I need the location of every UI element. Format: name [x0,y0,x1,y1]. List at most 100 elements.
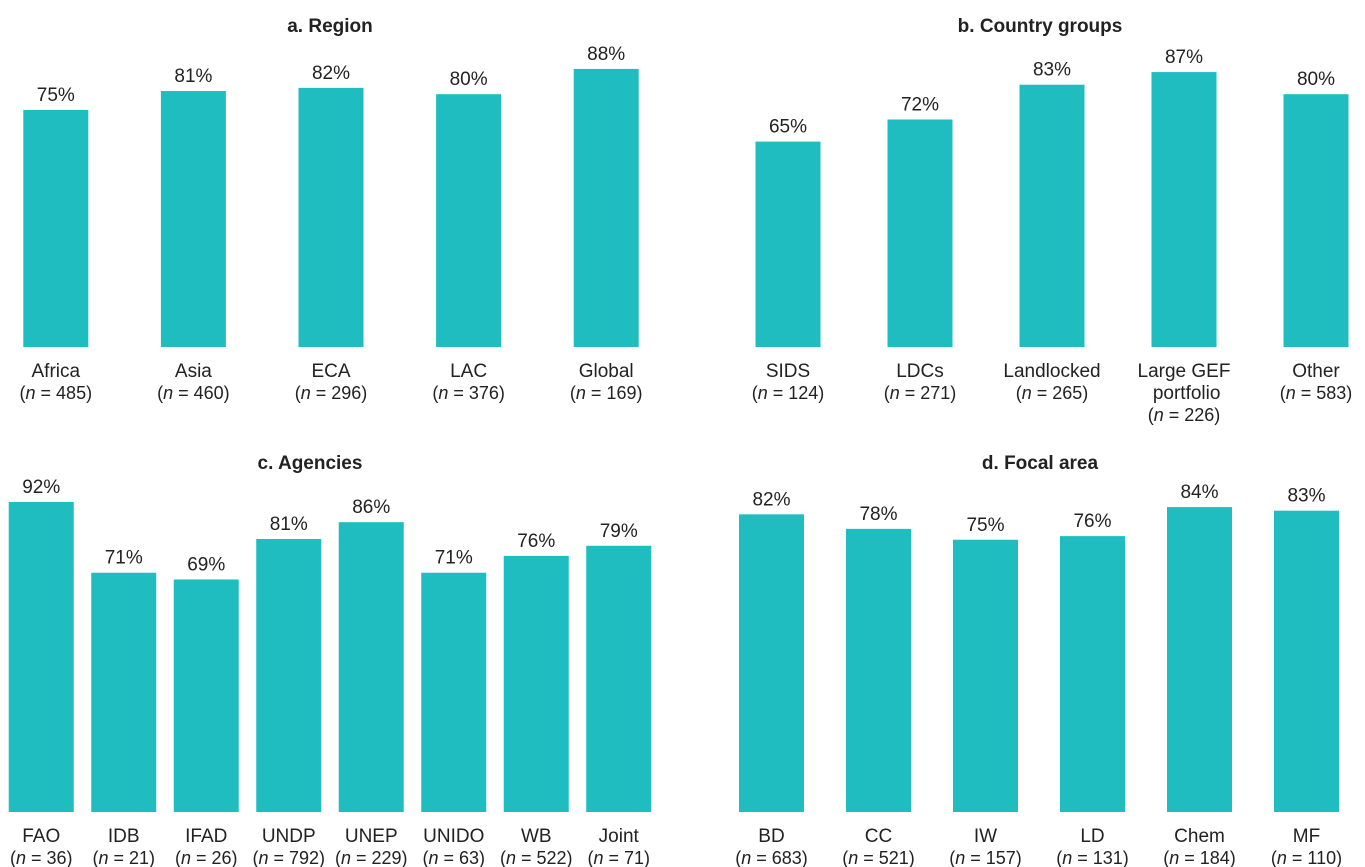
value-label: 76% [1073,511,1111,532]
sample-size: (n = 683) [735,848,808,867]
category-label: WB [521,826,552,847]
category-label: LDCs [896,361,944,382]
category-label: Large GEF portfolio [1138,361,1231,404]
value-label: 78% [859,504,897,525]
bar [1274,510,1339,812]
value-label: 87% [1165,47,1203,68]
value-label: 88% [587,44,625,65]
category-label: BD [758,826,784,847]
value-label: 71% [435,548,473,569]
value-label: 80% [1297,69,1335,90]
category-label: LAC [450,361,487,382]
category-label: CC [865,826,892,847]
category-label: IW [974,826,997,847]
value-label: 81% [270,514,308,535]
bar [8,501,74,812]
sample-size: (n = 26) [175,848,238,867]
category-label: Africa [32,361,81,382]
sample-size: (n = 485) [20,383,93,403]
value-label: 84% [1180,482,1218,503]
category-label: Global [579,361,634,382]
category-label: UNEP [345,826,398,847]
sample-size: (n = 376) [432,383,505,403]
value-label: 75% [37,85,75,106]
panel-title: b. Country groups [958,16,1123,37]
value-label: 92% [22,477,60,498]
sample-size: (n = 36) [10,848,73,867]
category-label: Chem [1174,826,1225,847]
category-label: IDB [108,826,140,847]
bar [1151,72,1217,347]
value-label: 76% [517,531,555,552]
bar [739,514,804,812]
value-label: 69% [187,554,225,575]
panel-title: a. Region [287,16,373,37]
value-label: 81% [174,66,212,87]
bar [91,572,157,812]
sample-size: (n = 583) [1280,383,1353,403]
bar [338,522,404,812]
value-label: 72% [901,94,939,115]
bar [953,539,1018,812]
bar [503,555,569,812]
sample-size: (n = 169) [570,383,643,403]
value-label: 86% [352,497,390,518]
value-label: 82% [312,63,350,84]
category-label: IFAD [185,826,227,847]
value-label: 75% [966,515,1004,536]
bar [421,572,487,812]
sample-size: (n = 521) [842,848,915,867]
panel-title: c. Agencies [258,453,363,474]
category-label: MF [1293,826,1320,847]
value-label: 71% [105,548,143,569]
value-label: 83% [1033,60,1071,81]
sample-size: (n = 124) [752,383,825,403]
panel-title: d. Focal area [982,453,1099,474]
category-label: Asia [175,361,212,382]
bar [23,110,89,347]
value-label: 65% [769,117,807,138]
sample-size: (n = 265) [1016,383,1089,403]
sample-size: (n = 71) [587,848,650,867]
bar [1019,84,1085,347]
sample-size: (n = 271) [884,383,957,403]
bar [1283,94,1349,347]
value-label: 79% [600,521,638,542]
sample-size: (n = 792) [252,848,325,867]
category-label: LD [1080,826,1104,847]
sample-size: (n = 460) [157,383,230,403]
value-label: 83% [1287,486,1325,507]
bar [1167,507,1232,812]
sample-size: (n = 522) [500,848,573,867]
sample-size: (n = 229) [335,848,408,867]
category-label: FAO [22,826,60,847]
bar [586,545,652,812]
bar [256,539,322,812]
bar [846,528,911,812]
bar [173,579,239,812]
sample-size: (n = 63) [422,848,485,867]
bar [1060,536,1125,812]
category-label: ECA [311,361,350,382]
bar [887,119,953,347]
category-label: SIDS [766,361,810,382]
sample-size: (n = 184) [1163,848,1236,867]
bar [298,87,364,347]
bar [436,94,502,347]
sample-size: (n = 110) [1271,848,1342,867]
bar [160,91,226,347]
value-label: 82% [752,489,790,510]
bar [573,68,639,348]
sample-size: (n = 21) [92,848,155,867]
bar [755,141,821,347]
category-label: UNDP [262,826,316,847]
value-label: 80% [450,69,488,90]
category-label: Other [1292,361,1340,382]
sample-size: (n = 131) [1056,848,1129,867]
sample-size: (n = 296) [295,383,368,403]
sample-size: (n = 157) [949,848,1022,867]
sample-size: (n = 226) [1148,405,1221,425]
category-label: Joint [599,826,640,847]
category-label: UNIDO [423,826,484,847]
